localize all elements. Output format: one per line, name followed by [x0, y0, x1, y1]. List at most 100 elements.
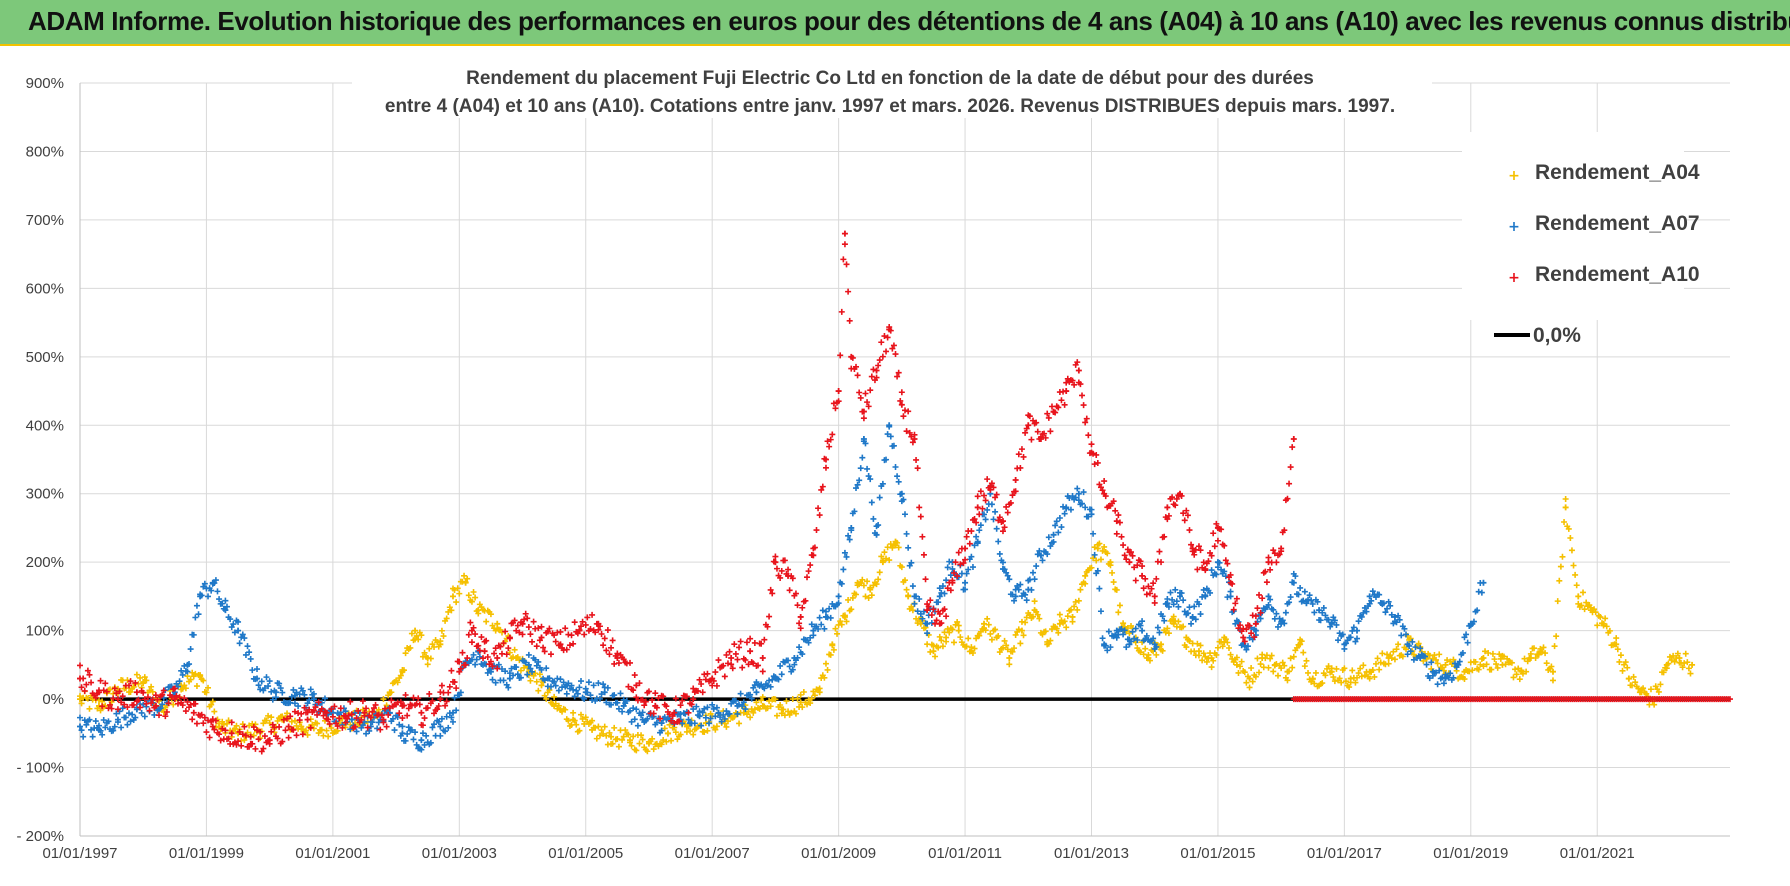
- data-point: [484, 653, 491, 660]
- data-point: [1191, 603, 1198, 610]
- data-point: [884, 334, 891, 341]
- data-point: [1293, 644, 1300, 651]
- data-point: [1208, 664, 1215, 671]
- data-point: [1360, 662, 1367, 669]
- data-point: [502, 668, 509, 675]
- data-point: [412, 627, 419, 634]
- data-point: [394, 679, 401, 686]
- data-point: [369, 708, 376, 715]
- data-point: [254, 675, 261, 682]
- data-point: [225, 717, 232, 724]
- data-point: [1265, 664, 1272, 671]
- data-point: [173, 692, 180, 699]
- data-point: [1241, 669, 1248, 676]
- data-point: [1559, 553, 1566, 560]
- data-point: [835, 593, 842, 600]
- data-point: [1578, 602, 1585, 609]
- data-point: [464, 655, 471, 662]
- data-point: [475, 607, 482, 614]
- data-point: [472, 594, 479, 601]
- data-point: [911, 435, 918, 442]
- data-point: [883, 555, 890, 562]
- data-point: [1594, 622, 1601, 629]
- data-point: [339, 724, 346, 731]
- data-point: [1066, 494, 1073, 501]
- data-point: [587, 626, 594, 633]
- data-point: [1063, 504, 1070, 511]
- data-point: [1088, 564, 1095, 571]
- data-point: [1246, 675, 1253, 682]
- data-point: [887, 433, 894, 440]
- data-point: [593, 735, 600, 742]
- data-point: [857, 465, 864, 472]
- data-point: [538, 634, 545, 641]
- data-point: [1265, 601, 1272, 608]
- data-point: [1447, 670, 1454, 677]
- data-point: [1139, 627, 1146, 634]
- data-point: [391, 727, 398, 734]
- data-point: [246, 649, 253, 656]
- data-point: [777, 662, 784, 669]
- data-point: [265, 683, 272, 690]
- data-point: [408, 630, 415, 637]
- data-point: [1273, 610, 1280, 617]
- data-point: [211, 708, 218, 715]
- data-point: [1006, 655, 1013, 662]
- legend-marker-a04: +: [1508, 168, 1520, 184]
- data-point: [451, 694, 458, 701]
- data-point: [1022, 591, 1029, 598]
- data-point: [1494, 664, 1501, 671]
- data-point: [627, 659, 633, 666]
- data-point: [786, 587, 793, 594]
- data-point: [704, 704, 711, 711]
- data-point: [984, 615, 991, 622]
- data-point: [995, 538, 1002, 545]
- data-point: [595, 620, 602, 627]
- data-point: [778, 706, 785, 713]
- data-point: [423, 732, 430, 739]
- data-point: [843, 553, 850, 560]
- data-point: [636, 680, 643, 687]
- data-point: [301, 704, 308, 711]
- data-point: [99, 703, 106, 710]
- data-point: [1312, 669, 1319, 676]
- data-point: [848, 606, 855, 613]
- data-point: [348, 711, 355, 718]
- data-point: [826, 605, 833, 612]
- data-point: [242, 732, 249, 739]
- data-point: [608, 701, 615, 708]
- data-point: [1407, 635, 1414, 642]
- data-point: [808, 695, 815, 702]
- data-point: [614, 699, 621, 706]
- data-point: [950, 639, 957, 646]
- data-point: [538, 666, 545, 673]
- data-point: [690, 706, 697, 713]
- data-point: [864, 578, 871, 585]
- data-point: [1072, 598, 1079, 605]
- data-point: [454, 585, 461, 592]
- data-point: [1429, 655, 1436, 662]
- data-point: [677, 702, 684, 709]
- data-point: [875, 362, 882, 369]
- data-point: [663, 738, 670, 745]
- x-tick-label: 01/01/2007: [675, 845, 750, 862]
- data-point: [449, 718, 456, 725]
- data-point: [415, 695, 422, 702]
- data-point: [824, 438, 831, 445]
- data-point: [704, 727, 711, 734]
- data-point: [924, 607, 931, 614]
- data-point: [598, 727, 605, 734]
- data-point: [827, 651, 834, 658]
- data-point: [494, 620, 501, 627]
- data-point: [1094, 567, 1101, 574]
- data-point: [1082, 419, 1089, 426]
- data-point: [1464, 639, 1471, 646]
- data-point: [1565, 525, 1572, 532]
- data-point: [163, 708, 170, 715]
- data-point: [892, 351, 899, 358]
- data-point: [449, 709, 456, 716]
- data-point: [1417, 645, 1424, 652]
- data-point: [664, 730, 671, 737]
- data-point: [557, 676, 564, 683]
- data-point: [1613, 635, 1620, 642]
